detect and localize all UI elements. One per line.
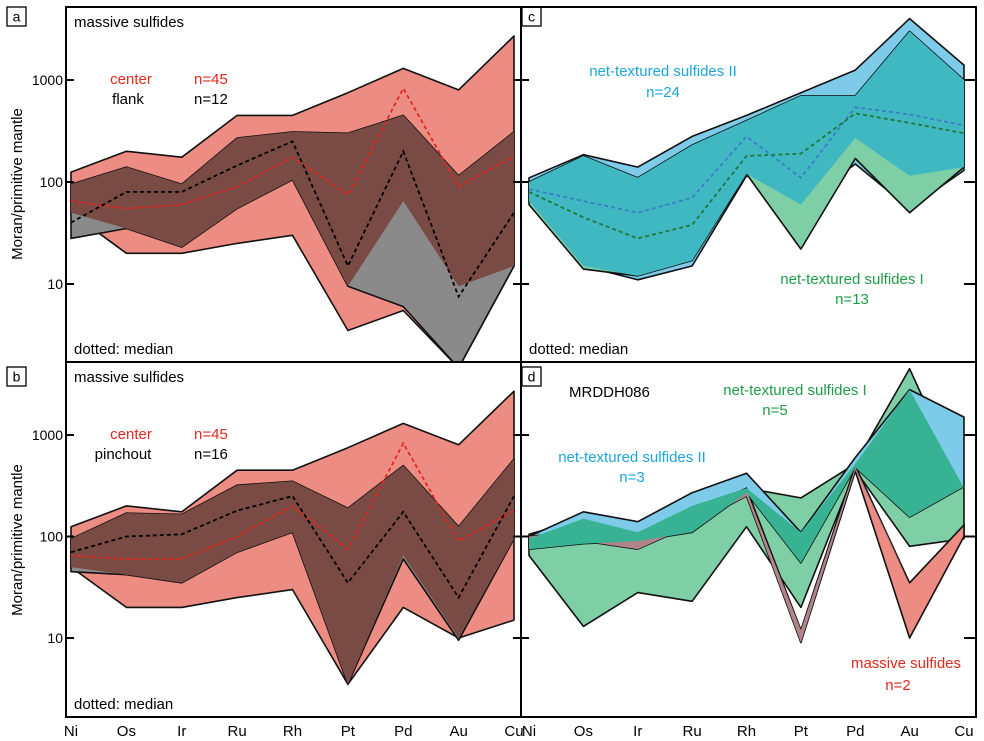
xtick-label-a-Rh: Rh	[283, 723, 302, 740]
overlap-band-b-2	[71, 459, 514, 685]
xtick-label-a-Os: Os	[117, 723, 136, 740]
overlap-band-c-2	[529, 31, 964, 276]
range-band-b-0	[70, 390, 515, 686]
xtick-label-c-Os: Os	[574, 723, 593, 740]
legend-name-ntII: net-textured sulfides II	[558, 449, 706, 466]
panel-b: b massive sulfides center n=45 pinchout n=16 d…	[6, 366, 529, 713]
overlap-band-a-2	[71, 115, 514, 287]
xtick-label-c-Rh: Rh	[737, 723, 756, 740]
plot-area-a	[70, 35, 515, 362]
panel-c: c net-textured sulfides II n=24 net-texture…	[521, 6, 976, 358]
xtick-label-c-Cu: Cu	[954, 723, 973, 740]
legend-n-flank: n=12	[194, 91, 228, 108]
legend-n-pinchout: n=16	[194, 446, 228, 463]
ytick-label-a-100: 100	[40, 174, 64, 190]
xtick-label-a-Au: Au	[449, 723, 467, 740]
xtick-label-c-Pd: Pd	[846, 723, 864, 740]
xtick-label-a-Pd: Pd	[394, 723, 412, 740]
xtick-label-c-Pt: Pt	[794, 723, 809, 740]
panel-letter: d	[528, 369, 536, 385]
xtick-label-a-Ni: Ni	[64, 723, 78, 740]
panel-d: d MRDDH086 net-textured sulfides I n=5 net-t…	[521, 366, 976, 694]
xtick-label-a-Ir: Ir	[177, 723, 186, 740]
median-line-c-4	[528, 112, 965, 240]
legend-n-ntII: n=3	[619, 469, 644, 486]
xtick-label-c-Ru: Ru	[683, 723, 702, 740]
footer-note: dotted: median	[529, 341, 628, 358]
xtick-label-a-Pt: Pt	[341, 723, 356, 740]
legend-n-ntI: n=5	[762, 402, 787, 419]
legend-name-pinchout: pinchout	[95, 446, 153, 463]
legend-name-center: center	[110, 426, 152, 443]
footer-note: dotted: median	[74, 341, 173, 358]
xtick-label-c-Ni: Ni	[522, 723, 536, 740]
panel-title: massive sulfides	[74, 14, 184, 31]
xtick-label-c-Au: Au	[900, 723, 918, 740]
legend-n-ntI: n=13	[835, 291, 869, 308]
ytick-label-b-1000: 1000	[32, 427, 63, 443]
panel-letter: b	[13, 369, 21, 385]
plot-area-b	[70, 390, 515, 686]
panel-title: MRDDH086	[569, 384, 650, 401]
median-line-a-3	[70, 86, 515, 210]
legend-name-flank: flank	[112, 91, 144, 108]
ytick-label-a-1000: 1000	[32, 72, 63, 88]
xtick-label-c-Ir: Ir	[633, 723, 642, 740]
legend-name-massive: massive sulfides	[851, 655, 961, 672]
ytick-label-b-10: 10	[47, 630, 63, 646]
y-axis-label-top: Moran/primitive mantle	[9, 108, 26, 260]
xtick-label-a-Ru: Ru	[228, 723, 247, 740]
y-axis-label-bottom: Moran/primitive mantle	[9, 464, 26, 616]
plot-area-c	[528, 17, 965, 281]
median-line-c-3	[528, 106, 965, 214]
plot-area-d	[528, 367, 965, 644]
legend-name-ntI: net-textured sulfides I	[723, 382, 866, 399]
legend-n-center: n=45	[194, 426, 228, 443]
ytick-label-a-10: 10	[47, 276, 63, 292]
panel-letter: a	[13, 9, 21, 25]
legend-n-center: n=45	[194, 71, 228, 88]
xtick-label-a-Cu: Cu	[504, 723, 523, 740]
legend-name-ntII: net-textured sulfides II	[589, 63, 737, 80]
ytick-label-b-100: 100	[40, 529, 64, 545]
overlap-band-d-4	[529, 389, 964, 563]
legend-n-massive: n=2	[885, 677, 910, 694]
panel-a: a massive sulfides center n=45 flank n=12 dott…	[6, 6, 529, 362]
panel-letter: c	[528, 9, 535, 25]
footer-note: dotted: median	[74, 696, 173, 713]
legend-name-center: center	[110, 71, 152, 88]
median-line-b-3	[70, 441, 515, 560]
legend-name-ntI: net-textured sulfides I	[780, 271, 923, 288]
median-line-b-4	[70, 495, 515, 600]
legend-n-ntII: n=24	[646, 84, 680, 101]
panel-letter-box	[6, 6, 27, 27]
median-line-a-4	[70, 140, 515, 299]
panel-title: massive sulfides	[74, 369, 184, 386]
panel-letter-box	[6, 366, 27, 387]
